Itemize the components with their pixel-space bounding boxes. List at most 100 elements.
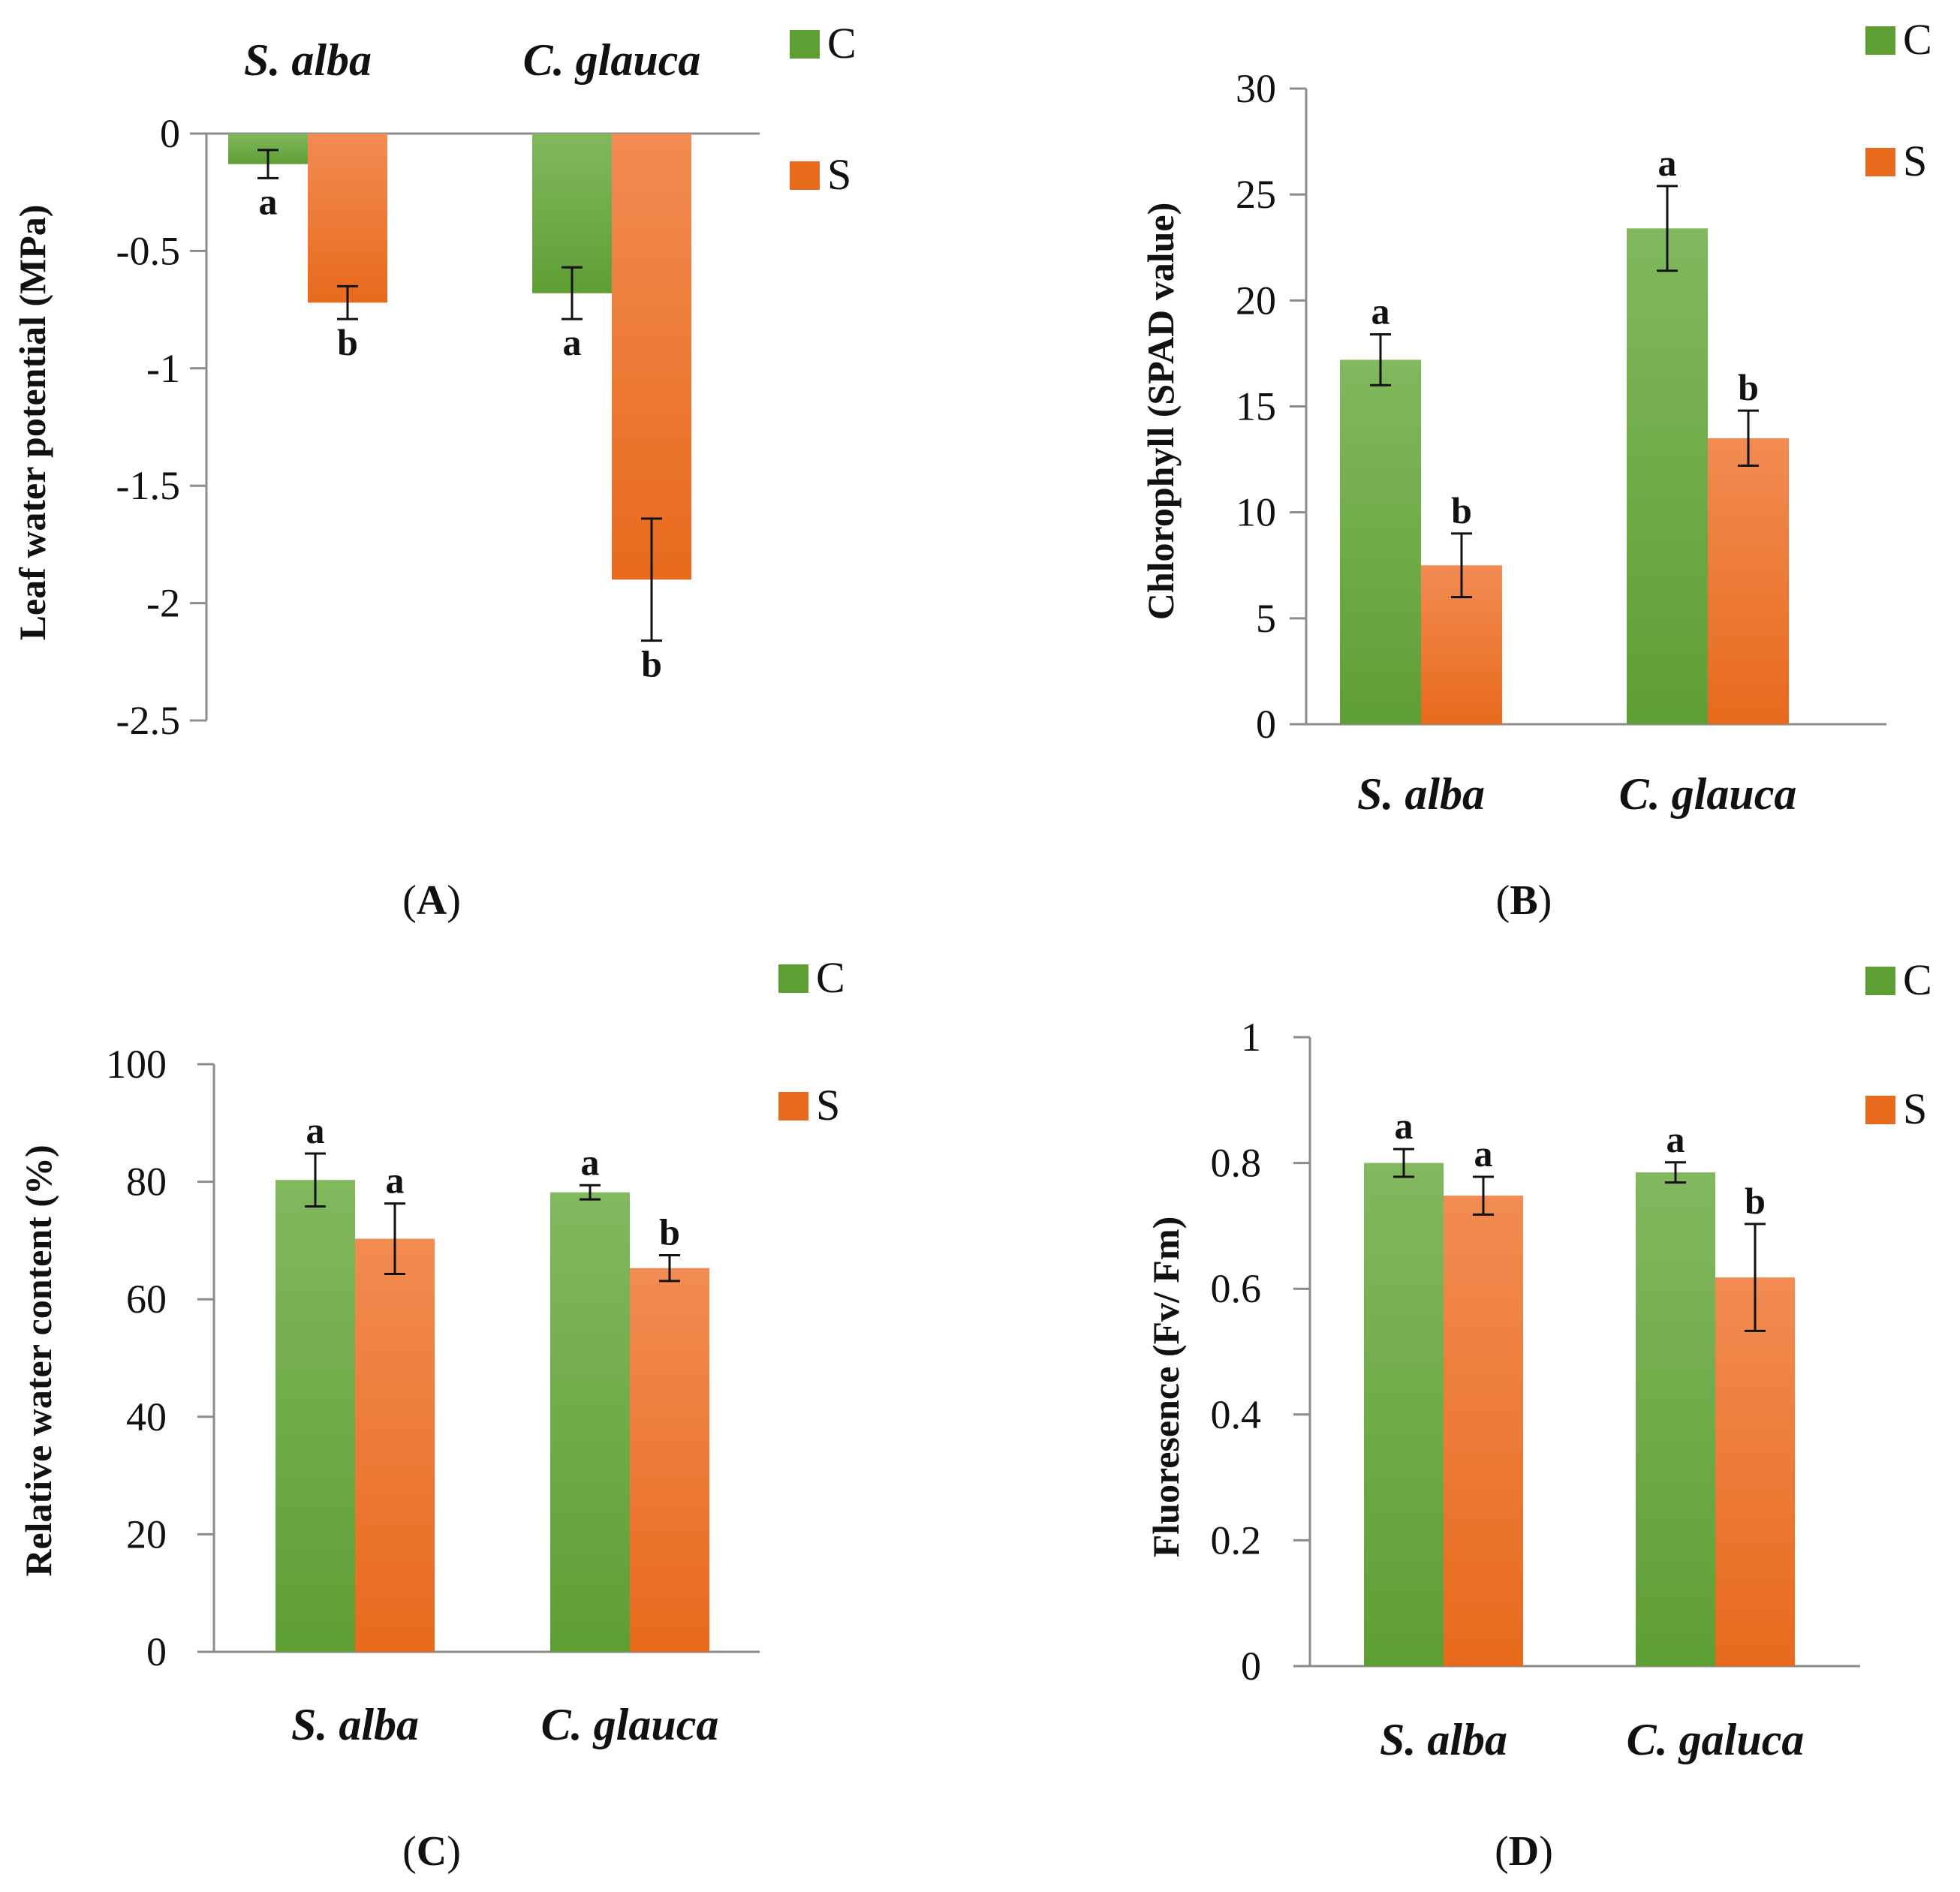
panel-b-error-bar [1657,185,1678,272]
panel-c-significance-letter: a [386,1160,405,1202]
panel-c-y-tick-label: 80 [126,1160,167,1205]
panel-d-category-label: S. alba [1380,1715,1507,1764]
panel-b-y-tick-label: 15 [1236,384,1276,429]
panel-b-category-label: S. alba [1357,769,1485,819]
panel-b-y-tick-label: 30 [1236,66,1276,111]
panel-d-significance-letter: b [1745,1180,1766,1222]
panel-b-y-axis-label: Chlorophyll (SPAD value) [1140,203,1182,621]
panel-d-y-tick-label: 0.4 [1211,1392,1262,1437]
panel-a-legend-swatch-s [790,161,820,190]
panel-a-chart: Leaf water potential (MPa) (A) 0 -0.5 -1 -1… [11,19,857,924]
panel-d-chart: Fluoresence (Fv/ Fm) (D) 0 0.2 0.4 0.6 0.8 1 a… [1145,955,1932,1875]
panel-b-bar-s-2 [1708,438,1789,724]
panel-d-legend-label-s: S [1903,1084,1927,1133]
panel-a-significance-letter: a [259,180,278,222]
panel-a-y-axis-label: Leaf water potential (MPa) [11,205,53,641]
panel-c-category-label: S. alba [291,1700,419,1749]
panel-d-legend-swatch-s [1865,1096,1895,1124]
panel-b-bar-c-1 [1340,359,1421,724]
panel-c-bar-c-1 [275,1180,355,1652]
panel-c-y-axis-label: Relative water content (%) [17,1145,59,1576]
panel-c-category-label: C. glauca [541,1700,719,1749]
panel-a-label: (A) [402,877,461,924]
panel-a-y-tick-label: -2 [146,581,180,626]
panel-b-legend-label-s: S [1903,137,1927,185]
panel-a-significance-letter: b [337,321,358,363]
panel-a-y-tick-label: 0 [160,111,180,156]
panel-d-bar-s-2 [1715,1277,1795,1666]
panel-a-legend-swatch-c [790,30,820,59]
panel-d-bar-c-1 [1364,1163,1444,1666]
panel-d-legend-swatch-c [1865,967,1895,995]
panel-a-error-bar [562,266,583,320]
panel-c-error-bar [659,1253,680,1283]
panel-c-error-bar [580,1184,601,1201]
panel-a-significance-letter: a [563,321,582,363]
panel-c-label: (C) [402,1828,461,1875]
panel-a-y-tick-label: -2.5 [116,698,180,743]
panel-b-legend-swatch-s [1865,148,1895,176]
panel-a-error-bar [337,284,358,320]
panel-a-category-label: S. alba [244,35,372,85]
panel-d-error-bar [1665,1161,1686,1184]
panel-d-y-tick-label: 0.8 [1211,1141,1262,1186]
panel-a-y-tick-label: -1.5 [116,463,180,508]
panel-b-error-bar [1370,333,1391,387]
panel-c-legend-swatch-c [778,964,808,993]
panel-b-chart: Chlorophyll (SPAD value) (B) 0 5 10 15 20 25 3… [1140,15,1932,924]
panel-b-significance-letter: a [1371,290,1390,332]
panel-a-category-label: C. glauca [523,35,701,85]
panel-b-legend-label-c: C [1903,15,1932,64]
panel-c-significance-letter: a [306,1109,325,1151]
panel-c-legend-label-s: S [816,1081,840,1129]
panel-b-bar-c-2 [1627,228,1708,725]
panel-b-error-bar [1451,532,1472,599]
panel-d-bar-c-2 [1636,1172,1715,1666]
panel-c-y-tick-label: 100 [106,1042,167,1087]
panel-d-error-bar [1745,1223,1766,1332]
panel-c-y-tick-label: 60 [126,1277,167,1322]
panel-a-legend-label-c: C [827,19,857,68]
panel-d-legend-label-c: C [1903,955,1932,1004]
panel-b-category-label: C. glauca [1619,769,1797,819]
panel-b-significance-letter: b [1738,366,1759,408]
panel-b-error-bar [1738,409,1759,468]
panel-a-y-tick-label: -1 [146,346,180,391]
panel-d-label: (D) [1495,1828,1553,1875]
panel-d-y-tick-label: 0.6 [1211,1266,1262,1311]
panel-a-y-tick-label: -0.5 [116,228,180,273]
panel-c-y-tick-label: 0 [146,1629,167,1674]
panel-b-y-tick-label: 20 [1236,278,1276,323]
panel-b-significance-letter: b [1451,489,1472,531]
panel-d-y-tick-label: 1 [1241,1015,1261,1060]
panel-c-bar-s-1 [355,1238,435,1652]
panel-c-y-tick-label: 40 [126,1394,167,1439]
panel-c-bar-s-2 [630,1268,709,1652]
panel-a-bar-s-1 [308,134,387,303]
panel-d-y-axis-label: Fluoresence (Fv/ Fm) [1145,1217,1187,1558]
panel-d-significance-letter: a [1395,1105,1414,1147]
panel-a-error-bar [641,517,662,642]
panel-c-error-bar [384,1202,405,1276]
panel-c-y-tick-label: 20 [126,1511,167,1557]
panel-c-significance-letter: a [581,1141,600,1183]
panel-c-bar-c-2 [550,1192,630,1652]
panel-d-bar-s-1 [1444,1196,1523,1666]
panel-b-y-tick-label: 5 [1256,596,1276,641]
panel-b-significance-letter: a [1658,142,1677,184]
panel-b-y-tick-label: 0 [1256,702,1276,747]
panel-a-significance-letter: b [641,643,662,685]
panel-c-legend-swatch-s [778,1092,808,1120]
panel-d-significance-letter: a [1474,1132,1493,1175]
panel-c-legend-label-c: C [816,953,845,1002]
panel-b-label: (B) [1496,877,1552,924]
panel-c-significance-letter: b [659,1211,680,1253]
panel-d-y-tick-label: 0 [1241,1644,1261,1689]
panel-c-error-bar [305,1152,326,1208]
panel-b-legend-swatch-c [1865,26,1895,55]
panel-a-bar-s-2 [612,134,691,580]
panel-d-error-bar [1393,1148,1414,1178]
panel-d-significance-letter: a [1666,1118,1685,1160]
panel-d-error-bar [1473,1175,1494,1216]
